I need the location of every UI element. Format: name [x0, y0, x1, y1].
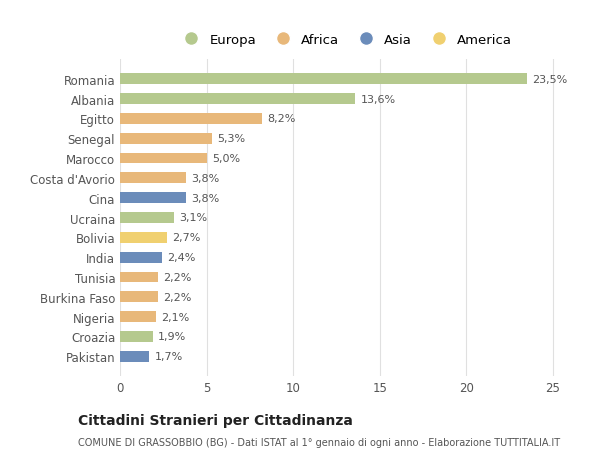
- Text: 1,7%: 1,7%: [155, 352, 183, 362]
- Text: 2,1%: 2,1%: [161, 312, 190, 322]
- Bar: [120, 94, 355, 105]
- Legend: Europa, Africa, Asia, America: Europa, Africa, Asia, America: [173, 28, 517, 52]
- Bar: [120, 134, 212, 144]
- Text: 3,8%: 3,8%: [191, 174, 219, 184]
- Bar: [120, 153, 206, 164]
- Bar: [120, 312, 157, 322]
- Text: 3,1%: 3,1%: [179, 213, 207, 223]
- Bar: [120, 173, 186, 184]
- Text: 8,2%: 8,2%: [267, 114, 295, 124]
- Text: 2,7%: 2,7%: [172, 233, 200, 243]
- Text: 13,6%: 13,6%: [361, 94, 396, 104]
- Text: 2,2%: 2,2%: [163, 272, 191, 282]
- Bar: [120, 213, 173, 224]
- Bar: [120, 292, 158, 302]
- Text: 23,5%: 23,5%: [532, 74, 567, 84]
- Bar: [120, 232, 167, 243]
- Bar: [120, 114, 262, 124]
- Text: 1,9%: 1,9%: [158, 332, 187, 342]
- Text: COMUNE DI GRASSOBBIO (BG) - Dati ISTAT al 1° gennaio di ogni anno - Elaborazione: COMUNE DI GRASSOBBIO (BG) - Dati ISTAT a…: [78, 437, 560, 447]
- Text: Cittadini Stranieri per Cittadinanza: Cittadini Stranieri per Cittadinanza: [78, 414, 353, 428]
- Bar: [120, 272, 158, 283]
- Text: 2,2%: 2,2%: [163, 292, 191, 302]
- Text: 3,8%: 3,8%: [191, 193, 219, 203]
- Bar: [120, 331, 153, 342]
- Text: 2,4%: 2,4%: [167, 252, 195, 263]
- Text: 5,0%: 5,0%: [212, 154, 240, 164]
- Text: 5,3%: 5,3%: [217, 134, 245, 144]
- Bar: [120, 351, 149, 362]
- Bar: [120, 252, 161, 263]
- Bar: [120, 193, 186, 204]
- Bar: [120, 74, 527, 85]
